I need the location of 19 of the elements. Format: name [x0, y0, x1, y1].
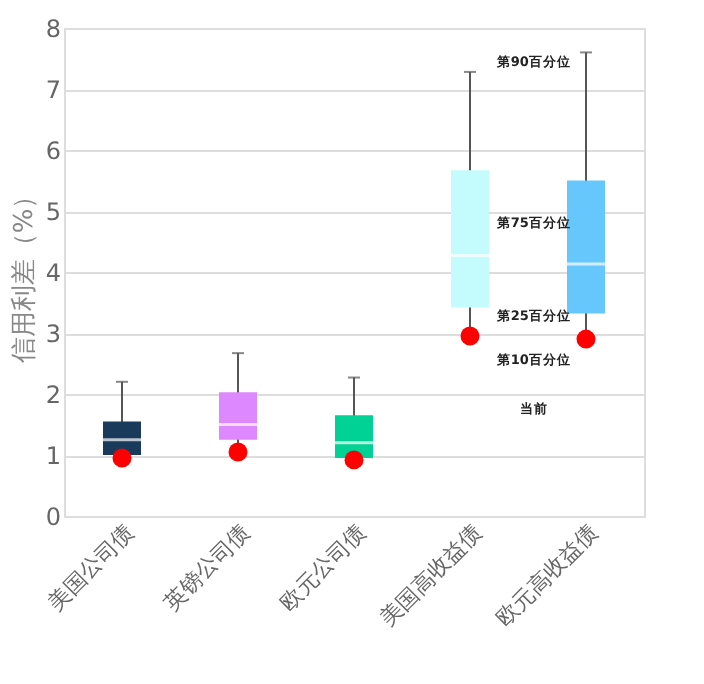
y-tick-label: 6 — [45, 137, 61, 165]
point — [576, 329, 596, 349]
x-tick-label: 英镑公司债 — [158, 519, 255, 616]
x-tick-label: 美国高收益债 — [375, 519, 487, 632]
y-tick-label: 1 — [45, 442, 61, 470]
point — [112, 448, 132, 468]
y-tick-label: 0 — [45, 503, 61, 531]
point — [228, 442, 248, 462]
y-tick-label: 8 — [45, 15, 61, 43]
y-axis-title: 信用利差（%） — [9, 182, 40, 364]
point — [460, 326, 480, 346]
x-tick-label: 欧元公司债 — [274, 519, 371, 616]
x-tick-label: 欧元高收益债 — [491, 519, 603, 632]
y-tick-label: 2 — [45, 381, 61, 409]
y-tick-label: 3 — [45, 320, 61, 348]
y-tick-label: 5 — [45, 198, 61, 226]
point — [344, 450, 364, 470]
y-tick-label: 7 — [45, 76, 61, 104]
y-tick-label: 4 — [45, 259, 61, 287]
